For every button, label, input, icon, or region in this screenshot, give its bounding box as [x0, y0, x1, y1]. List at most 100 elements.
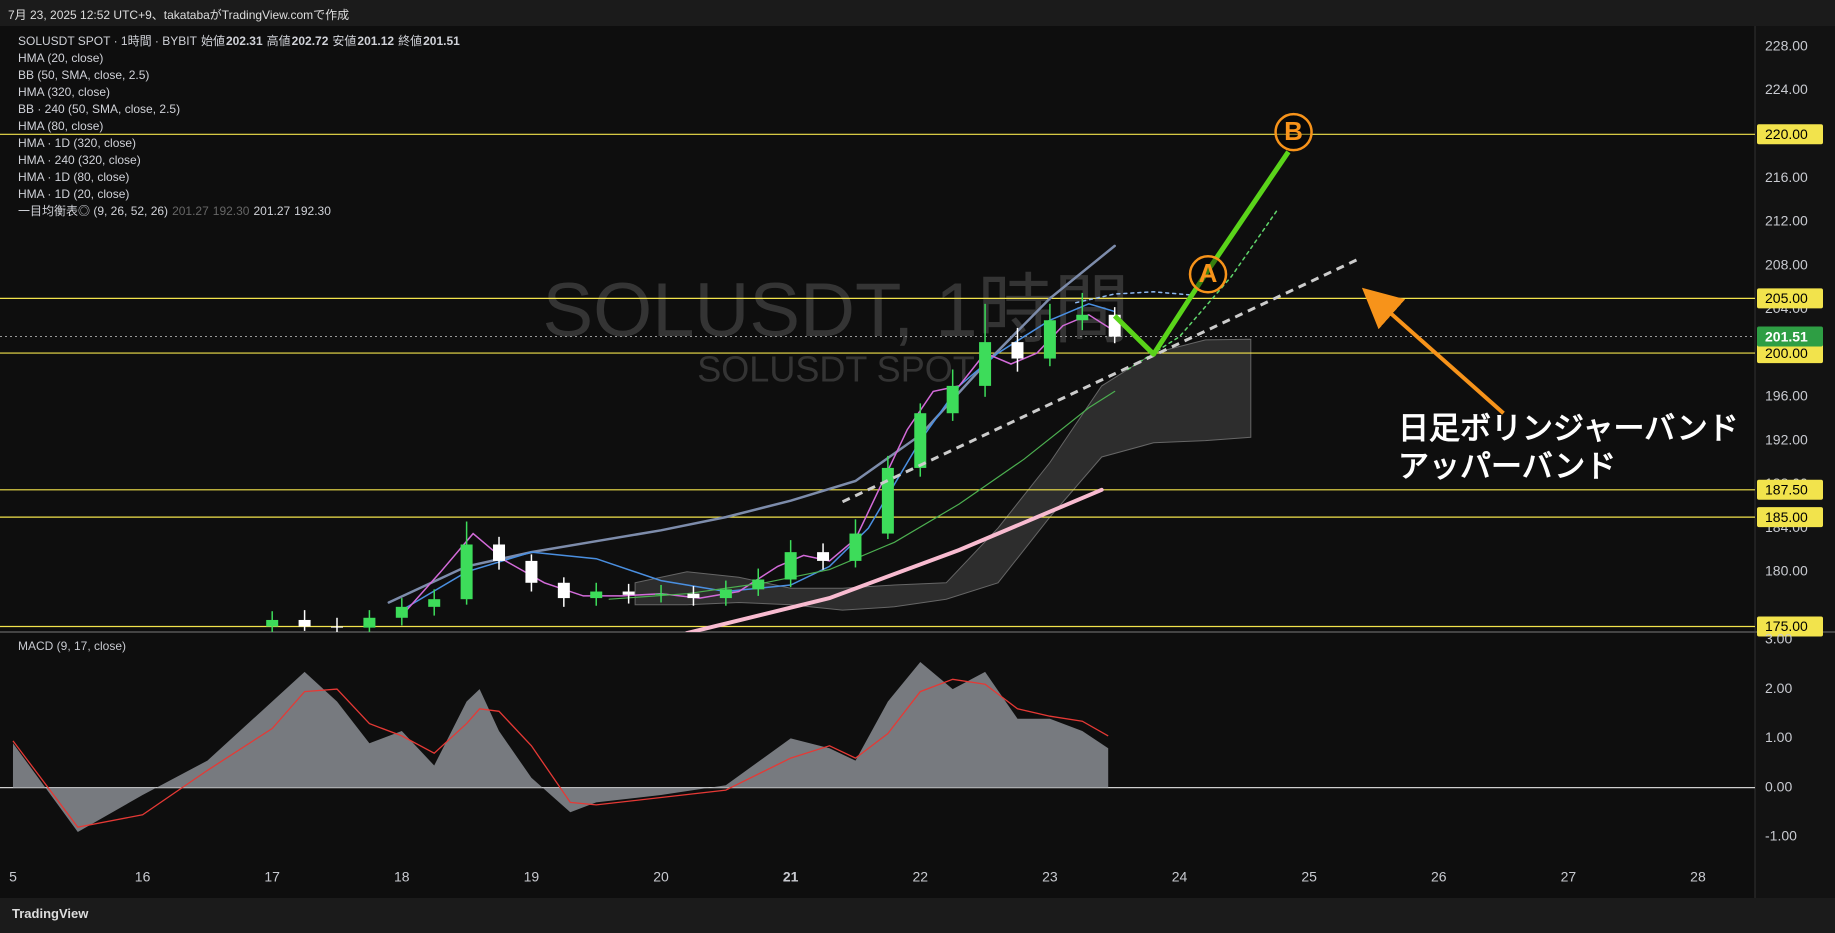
x-tick-label: 28: [1690, 869, 1706, 885]
y-tick-label: 224.00: [1765, 81, 1808, 97]
candle-body: [395, 606, 408, 618]
candle-body: [331, 626, 344, 628]
brand: TradingView: [12, 906, 89, 921]
indicator-value: 201.27: [253, 204, 291, 218]
ohlc-value: 201.51: [423, 34, 460, 48]
indicator: HMA · 1D (320, close): [18, 136, 137, 150]
legend-row: HMA · 1D (20, close): [18, 186, 464, 203]
indicator: HMA · 1D (20, close): [18, 187, 130, 201]
y-tick-label: 2.00: [1765, 680, 1792, 696]
legend-row: HMA (80, close): [18, 118, 464, 135]
x-tick-label: 5: [9, 869, 17, 885]
indicator: HMA (320, close): [18, 85, 111, 99]
price-axis: [1755, 26, 1835, 898]
legend-row: BB (50, SMA, close, 2.5): [18, 67, 464, 84]
indicator-line: [401, 303, 1116, 611]
indicator: BB (50, SMA, close, 2.5): [18, 68, 150, 82]
candle-body: [752, 579, 765, 590]
candle-body: [1076, 314, 1089, 321]
trend-line: [841, 256, 1362, 504]
macd-pane: MACD (9, 17, close): [0, 639, 1755, 832]
x-tick-label: 20: [653, 869, 669, 885]
indicator: HMA (20, close): [18, 51, 104, 65]
candle-body: [655, 593, 668, 595]
candle-body: [493, 544, 506, 561]
legend-row: BB · 240 (50, SMA, close, 2.5): [18, 101, 464, 118]
x-tick-label: 21: [783, 869, 799, 885]
y-tick-label: -1.00: [1765, 828, 1797, 844]
candle-body: [1011, 342, 1024, 359]
indicator: HMA · 240 (320, close): [18, 153, 141, 167]
candle-body: [687, 593, 700, 599]
candle-body: [428, 599, 441, 607]
y-tick-label: 192.00: [1765, 431, 1808, 447]
top-bar: [0, 0, 1835, 26]
y-tick-label: 216.00: [1765, 169, 1808, 185]
projection-path: [1112, 150, 1291, 357]
y-tick-label: 212.00: [1765, 213, 1808, 229]
legend-row: HMA (320, close): [18, 84, 464, 101]
wave-marker: [1274, 112, 1313, 152]
ohlc-label: 始値: [200, 34, 225, 48]
legend: SOLUSDT SPOT · 1時間 · BYBIT 始値202.31 高値202.…: [18, 33, 464, 220]
y-tick-label: 196.00: [1765, 388, 1808, 404]
legend-row: HMA · 240 (320, close): [18, 152, 464, 169]
indicator-line: [401, 313, 1116, 617]
candle-body: [1043, 320, 1056, 359]
x-tick-label: 24: [1172, 869, 1188, 885]
note-text: アッパーバンド: [1398, 449, 1616, 484]
wave-label: A: [1199, 258, 1218, 288]
indicator-line: [1075, 291, 1194, 304]
x-tick-label: 25: [1301, 869, 1317, 885]
ohlc-label: 終値: [398, 34, 423, 48]
caption: 7月 23, 2025 12:52 UTC+9、takatabaがTrading…: [8, 8, 350, 22]
y-tick-label: 3.00: [1765, 631, 1792, 647]
signal-line: [12, 678, 1109, 828]
y-tick-label: 180.00: [1765, 563, 1808, 579]
watermark: SOLUSDT, 1時間: [542, 268, 1129, 353]
y-tick-label: 0.00: [1765, 778, 1792, 794]
indicator-value: 192.30: [294, 204, 331, 218]
level-label: 175.00: [1765, 618, 1808, 634]
candle-body: [881, 467, 894, 534]
x-tick-label: 27: [1561, 869, 1577, 885]
level-box: [1757, 288, 1823, 309]
wave-marker: [1188, 255, 1228, 294]
level-box: [1757, 343, 1823, 364]
x-tick-label: 19: [524, 869, 540, 885]
note-text: 日足ボリンジャーバンド: [1398, 411, 1739, 446]
indicator-line: [608, 390, 1116, 600]
symbol: SOLUSDT SPOT · 1時間 · BYBIT: [18, 34, 197, 48]
macd-area: [12, 662, 1109, 832]
candle-body: [266, 619, 279, 627]
indicator: BB · 240 (50, SMA, close, 2.5): [18, 102, 181, 116]
axes: 180.00184.00188.00192.00196.00200.00204.…: [9, 37, 1823, 885]
indicator-value: 192.30: [212, 204, 250, 218]
x-tick-label: 17: [264, 869, 280, 885]
level-label: 220.00: [1765, 126, 1808, 142]
candle-body: [849, 533, 862, 561]
candle-body: [525, 560, 538, 583]
last-price-label: 201.51: [1765, 328, 1808, 344]
watermark-sub: SOLUSDT SPOT: [697, 349, 974, 390]
candle-body: [784, 552, 797, 580]
indicator: 一目均衡表◎ (9, 26, 52, 26): [18, 204, 169, 218]
candle-body: [914, 413, 927, 468]
level-label: 200.00: [1765, 345, 1808, 361]
indicator: HMA · 1D (80, close): [18, 170, 130, 184]
level-box: [1757, 616, 1823, 637]
candle-body: [946, 385, 959, 414]
x-tick-label: 18: [394, 869, 410, 885]
ohlc-label: 安値: [332, 34, 357, 48]
last-price-box: [1757, 326, 1823, 347]
indicator-line: [685, 487, 1104, 632]
legend-row: 一目均衡表◎ (9, 26, 52, 26) 201.27 192.30 201.27…: [18, 203, 464, 220]
level-box: [1757, 479, 1823, 500]
indicator: HMA (80, close): [18, 119, 104, 133]
candle-body: [817, 552, 830, 561]
level-box: [1757, 124, 1823, 145]
indicator-value: 201.27: [172, 204, 209, 218]
